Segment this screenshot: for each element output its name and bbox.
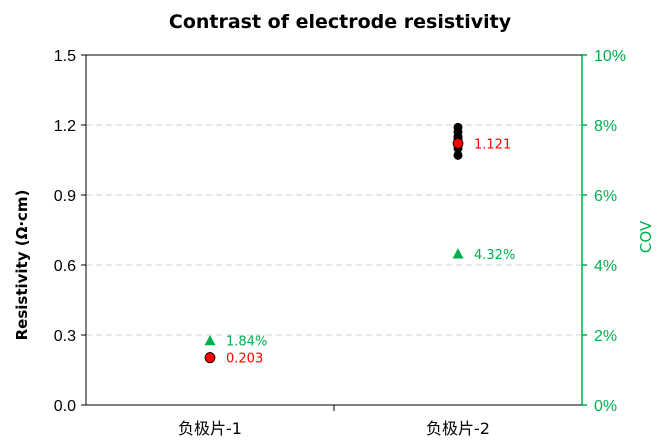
y2-tick-label: 10% <box>594 48 626 65</box>
y2-tick-label: 2% <box>594 328 617 345</box>
right-axis-ticks: 0% 2% 4% 6% 8% 10% <box>582 48 626 415</box>
mean-data-label: 0.203 <box>226 352 263 367</box>
sample-point <box>453 122 463 132</box>
cov-data-label: 1.84% <box>226 335 267 350</box>
mean-data-label: 1.121 <box>474 137 511 152</box>
cov-point <box>204 335 216 346</box>
cov-data-label: 4.32% <box>474 248 515 263</box>
mean-point <box>204 352 216 364</box>
left-axis-ticks: 0.0 0.3 0.6 0.9 1.2 1.5 <box>54 48 86 415</box>
y2-axis-label: COV <box>637 220 655 253</box>
y-tick-label: 0.0 <box>54 398 76 415</box>
y-tick-label: 1.5 <box>54 48 76 65</box>
data-marks: 0.203 1.121 1.84% 4.32% <box>204 122 515 367</box>
y-tick-label: 0.9 <box>54 188 76 205</box>
y-tick-label: 0.6 <box>54 258 76 275</box>
gridlines <box>86 124 582 336</box>
x-tick-label: 负极片-1 <box>178 419 242 438</box>
y2-tick-label: 8% <box>594 118 617 135</box>
cov-point <box>452 248 464 259</box>
y-axis-label: Resistivity (Ω·cm) <box>13 190 31 341</box>
mean-point <box>452 138 464 149</box>
x-tick-label: 负极片-2 <box>426 419 490 438</box>
y2-tick-label: 0% <box>594 398 617 415</box>
y-tick-label: 0.3 <box>54 328 76 345</box>
y2-tick-label: 4% <box>594 258 617 275</box>
y2-tick-label: 6% <box>594 188 617 205</box>
sample-point <box>453 150 463 160</box>
chart-title: Contrast of electrode resistivity <box>169 11 512 33</box>
y-tick-label: 1.2 <box>54 118 76 135</box>
